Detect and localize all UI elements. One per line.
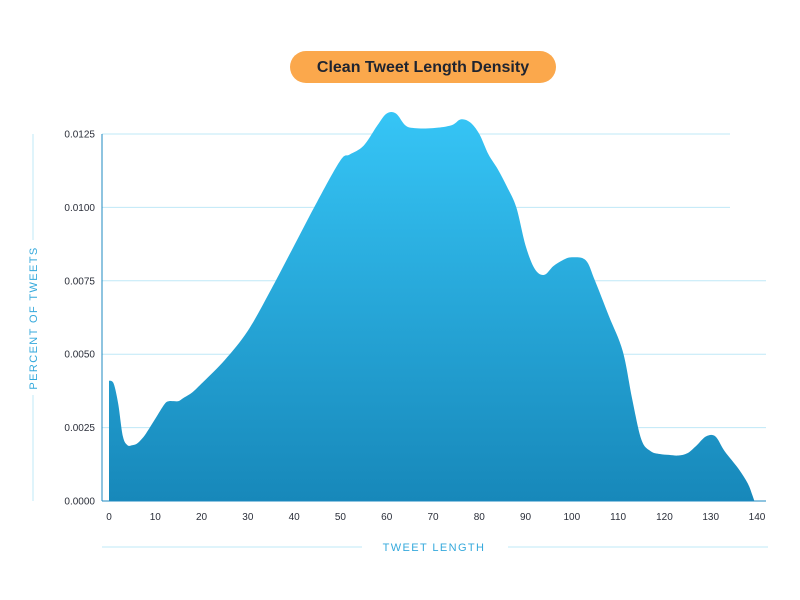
- y-tick-label: 0.0025: [64, 423, 95, 434]
- x-axis-title: TWEET LENGTH: [383, 542, 486, 554]
- y-tick-label: 0.0125: [64, 130, 95, 141]
- x-tick-label: 60: [381, 512, 393, 523]
- chart-title-text: Clean Tweet Length Density: [317, 59, 529, 76]
- x-axis-title-group: TWEET LENGTH: [102, 542, 768, 554]
- axes: [101, 134, 766, 502]
- y-tick-label: 0.0000: [64, 497, 95, 508]
- x-tick-label: 80: [474, 512, 486, 523]
- y-tick-label: 0.0100: [64, 203, 95, 214]
- x-tick-label: 20: [196, 512, 208, 523]
- x-tick-labels: 0 10 20 30 40 50 60 70 80 90 100 110 120 130 140: [106, 512, 766, 523]
- x-tick-label: 50: [335, 512, 347, 523]
- y-axis-title-group: PERCENT OF TWEETS: [28, 134, 40, 501]
- density-area: [109, 111, 755, 502]
- x-tick-label: 100: [564, 512, 581, 523]
- x-tick-label: 30: [242, 512, 254, 523]
- x-tick-label: 70: [427, 512, 439, 523]
- y-axis-title: PERCENT OF TWEETS: [28, 246, 40, 389]
- y-tick-labels: 0.0000 0.0025 0.0050 0.0075 0.0100 0.0125: [64, 130, 95, 508]
- x-tick-label: 130: [702, 512, 719, 523]
- chart-title: Clean Tweet Length Density: [290, 51, 556, 83]
- x-tick-label: 110: [610, 512, 626, 523]
- x-tick-label: 120: [656, 512, 673, 523]
- x-tick-label: 40: [289, 512, 301, 523]
- x-tick-label: 10: [150, 512, 162, 523]
- x-tick-label: 140: [749, 512, 766, 523]
- x-tick-label: 90: [520, 512, 532, 523]
- title-pill-background: [290, 51, 556, 83]
- x-tick-label: 0: [106, 512, 112, 523]
- y-tick-label: 0.0075: [64, 276, 95, 287]
- y-tick-label: 0.0050: [64, 350, 95, 361]
